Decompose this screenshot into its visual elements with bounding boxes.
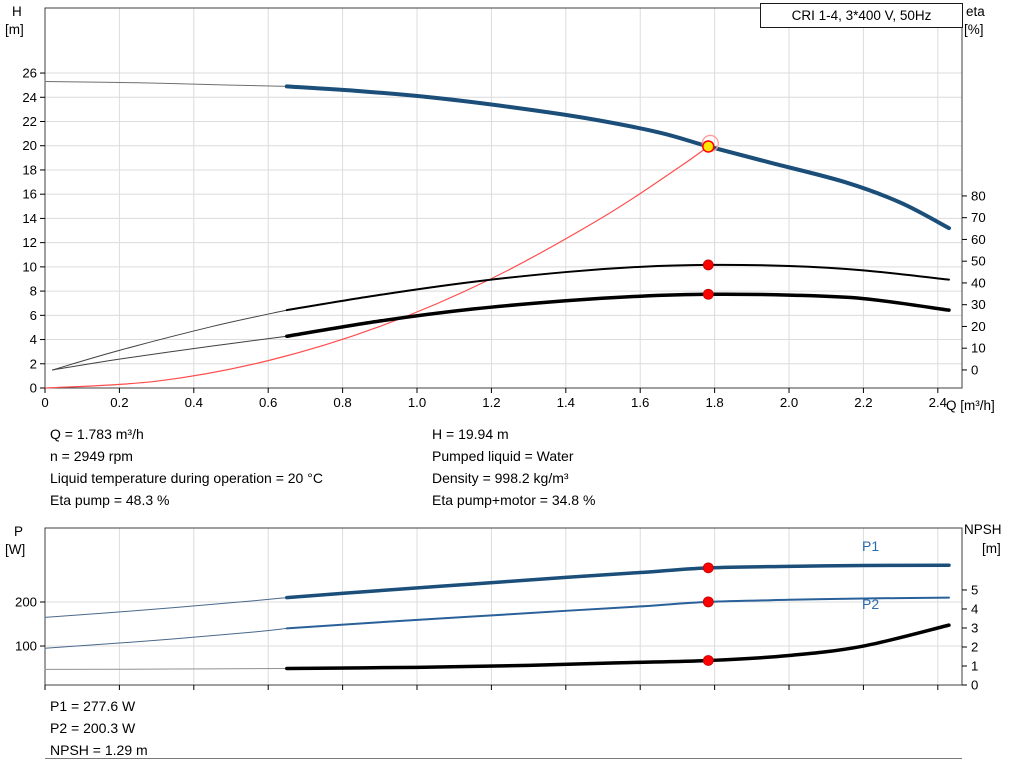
x-tick-label: 2.0 [780, 395, 798, 410]
x-tick-label: 0 [41, 395, 48, 410]
p1-curve [285, 563, 951, 600]
y-right-tick-label: 5 [971, 582, 978, 597]
y-left-tick-label: 14 [22, 211, 37, 226]
system-curve [44, 145, 709, 389]
y-left-tick-label: 8 [30, 284, 37, 299]
x-tick-label: 1.0 [408, 395, 426, 410]
p1-duty-dot [702, 562, 714, 574]
pumped-liquid-readout: Pumped liquid = Water [432, 448, 574, 464]
x-tick-label: 2.2 [854, 395, 872, 410]
y-left-tick-label: 100 [15, 639, 37, 654]
y-left-tick-label: 16 [22, 187, 37, 202]
y-left-tick-label: 0 [30, 381, 37, 396]
hq-curve [284, 84, 951, 231]
y-left-tick-label: 22 [22, 114, 37, 129]
y-left-tick-label: 26 [22, 66, 37, 81]
x-tick-label: 1.4 [557, 395, 575, 410]
head-readout: H = 19.94 m [432, 426, 509, 442]
y-right-tick-label: 70 [971, 210, 986, 225]
y-right-tick-label: 1 [971, 658, 978, 673]
y-left-tick-label: 200 [15, 595, 37, 610]
npsh-duty-dot [702, 655, 714, 666]
eta-pump-motor-readout: Eta pump+motor = 34.8 % [432, 492, 596, 508]
x-tick-label: 0.6 [259, 395, 277, 410]
y-right-tick-label: 60 [971, 232, 986, 247]
p2-duty-dot [702, 596, 714, 608]
bottom-divider [45, 758, 962, 759]
p2-readout: P2 = 200.3 W [50, 720, 136, 736]
pump-designation-box: CRI 1-4, 3*400 V, 50Hz [760, 3, 963, 28]
x-tick-label: 0.8 [333, 395, 351, 410]
y-left-tick-label: 10 [22, 259, 37, 274]
eta-pump-curve [285, 263, 950, 312]
p1-readout: P1 = 277.6 W [50, 698, 136, 714]
y-left-tick-label: 20 [22, 138, 37, 153]
eta-pump-motor-curve [285, 292, 951, 338]
x-tick-label: 1.6 [631, 395, 649, 410]
x-tick-label: 1.8 [705, 395, 723, 410]
y-right-tick-label: 80 [971, 188, 986, 203]
p-axis-unit: [W] [5, 542, 26, 557]
p2-curve [285, 596, 950, 630]
y-left-tick-label: 4 [30, 332, 37, 347]
y-right-tick-label: 2 [971, 639, 978, 654]
y-right-tick-label: 20 [971, 319, 986, 334]
y-left-tick-label: 6 [30, 308, 37, 323]
y-right-tick-label: 10 [971, 341, 986, 356]
y-left-tick-label: 12 [22, 235, 37, 250]
y-right-tick-label: 50 [971, 254, 986, 269]
npsh-curve-extension [44, 667, 288, 670]
y-right-tick-label: 30 [971, 297, 986, 312]
duty-point-marker[interactable] [702, 140, 715, 153]
plot-frame [44, 527, 963, 686]
y-left-tick-label: 18 [22, 162, 37, 177]
y-left-tick-label: 2 [30, 356, 37, 371]
h-axis-unit: [m] [5, 22, 24, 37]
y-right-tick-label: 40 [971, 275, 986, 290]
liquid-temperature-readout: Liquid temperature during operation = 20… [50, 470, 323, 486]
eta-pump-motor-curve-extension [51, 335, 288, 371]
npsh-readout: NPSH = 1.29 m [50, 742, 148, 758]
q-axis-title: Q [m³/h] [946, 398, 995, 413]
eta-pump-readout: Eta pump = 48.3 % [50, 492, 170, 508]
y-right-tick-label: 0 [971, 362, 978, 377]
p2-curve-label: P2 [862, 596, 880, 612]
p1-curve-extension [44, 597, 288, 618]
npsh-curve [285, 623, 951, 671]
y-right-tick-label: 3 [971, 620, 978, 635]
x-tick-label: 0.2 [110, 395, 128, 410]
y-right-tick-label: 0 [971, 678, 978, 693]
x-tick-label: 2.4 [929, 395, 947, 410]
eta-axis-unit: [%] [964, 22, 984, 37]
density-readout: Density = 998.2 kg/m³ [432, 470, 569, 486]
speed-readout: n = 2949 rpm [50, 448, 133, 464]
p2-curve-extension [44, 627, 288, 649]
eta-axis-title: eta [966, 4, 985, 19]
eta-pump-motor-duty-dot [702, 288, 714, 300]
y-left-tick-label: 24 [22, 90, 37, 105]
x-tick-label: 1.2 [482, 395, 500, 410]
p-axis-title: P [14, 524, 24, 539]
hq-curve-extension [44, 81, 288, 87]
y-right-tick-label: 4 [971, 601, 978, 616]
x-tick-label: 0.4 [185, 395, 203, 410]
plot-frame [44, 7, 963, 389]
eta-pump-curve-extension [51, 309, 288, 371]
npsh-axis-title: NPSH [964, 522, 1002, 537]
npsh-axis-unit: [m] [982, 541, 1001, 556]
eta-pump-duty-dot [702, 259, 714, 271]
h-axis-title: H [12, 4, 22, 19]
p1-curve-label: P1 [862, 538, 880, 554]
flow-readout: Q = 1.783 m³/h [50, 426, 144, 442]
